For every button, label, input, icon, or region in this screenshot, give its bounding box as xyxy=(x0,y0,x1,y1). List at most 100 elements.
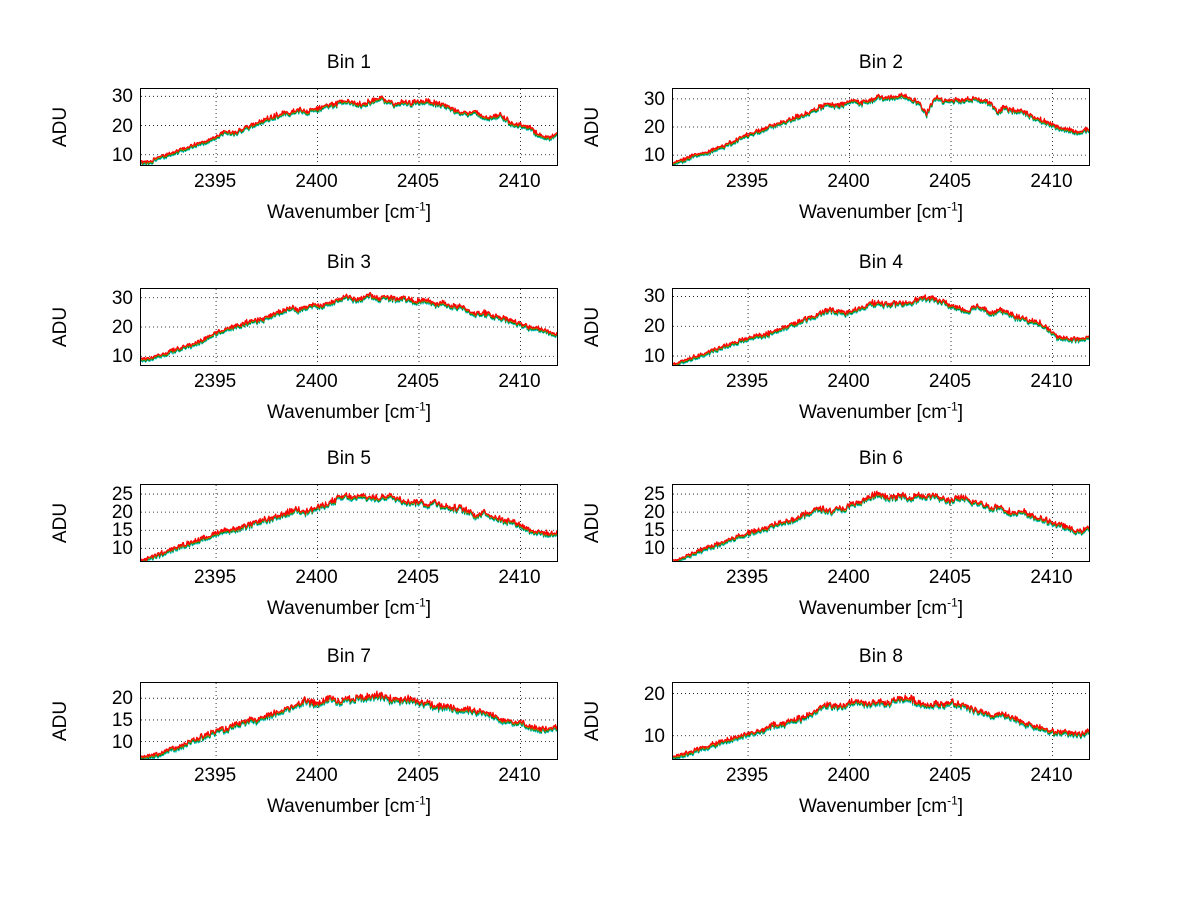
subplot-bin-6: Bin 6 10 15 20 25 ADU 2395 2400 2405 2410 Wavenumb… xyxy=(577,448,1125,636)
subplot-bin-4: Bin 4 10 20 30 ADU 2395 2400 2405 2410 Wavenumber… xyxy=(577,252,1125,440)
x-tick-label: 2405 xyxy=(928,171,972,192)
y-tick-label: 10 xyxy=(111,538,133,560)
x-tick-label: 2395 xyxy=(725,765,769,786)
series-line-green xyxy=(141,691,557,759)
x-axis-label-exponent: -1 xyxy=(415,399,426,414)
y-axis-label: ADU xyxy=(50,106,71,148)
x-tick-label: 2400 xyxy=(295,371,338,392)
grid-lines xyxy=(141,683,557,759)
series-line-cyan xyxy=(673,297,1089,365)
series-line-blue xyxy=(673,93,1089,165)
y-tick-label: 10 xyxy=(111,731,133,753)
y-tick-label: 30 xyxy=(643,286,665,308)
x-tick-label: 2400 xyxy=(827,567,870,588)
x-tick-label: 2405 xyxy=(396,371,440,392)
series-line-green xyxy=(673,296,1089,365)
y-tick-label: 15 xyxy=(111,520,133,542)
series-line-cyan xyxy=(141,294,557,363)
x-tick-label: 2400 xyxy=(827,765,870,786)
y-tick-label: 20 xyxy=(643,316,665,338)
y-tick-label: 15 xyxy=(111,709,133,731)
x-axis-label-bracket: ] xyxy=(425,598,432,619)
series-line-green xyxy=(673,492,1089,561)
grid-lines xyxy=(673,289,1089,365)
series-line-cyan xyxy=(678,493,1089,561)
x-axis-label-exponent: -1 xyxy=(947,399,958,414)
x-axis-label-bracket: ] xyxy=(957,796,964,817)
x-tick-label: 2395 xyxy=(725,567,769,588)
subplot-title: Bin 8 xyxy=(858,646,904,667)
subplot-title: Bin 4 xyxy=(858,252,904,273)
series-line-cyan xyxy=(673,697,1089,759)
y-tick-label: 25 xyxy=(111,484,133,506)
y-tick-label: 10 xyxy=(643,145,665,167)
x-axis-label: Wavenumber [cm-1] xyxy=(140,597,558,620)
x-tick-label: 2410 xyxy=(498,567,541,588)
y-tick-label: 10 xyxy=(111,346,133,368)
y-axis-label: ADU xyxy=(582,106,603,148)
x-tick-label: 2405 xyxy=(396,567,440,588)
plot-area xyxy=(672,682,1090,760)
series-line-olive xyxy=(141,690,557,759)
x-axis-label-bracket: ] xyxy=(425,202,432,223)
series-line-cyan xyxy=(144,494,557,561)
y-tick-label: 20 xyxy=(111,115,133,137)
y-tick-label: 10 xyxy=(111,144,133,166)
series-line-green xyxy=(673,93,1089,165)
subplot-bin-3: Bin 3 10 20 30 ADU 2395 2400 2405 2410 Wavenumber… xyxy=(45,252,593,440)
y-tick-label: 20 xyxy=(643,502,665,524)
x-axis-label-text: Wavenumber [cm xyxy=(798,202,948,223)
x-axis-label-text: Wavenumber [cm xyxy=(798,796,948,817)
y-axis-label: ADU xyxy=(50,700,71,742)
y-tick-label: 20 xyxy=(111,317,133,338)
grid-lines xyxy=(673,683,1089,759)
y-axis-label: ADU xyxy=(582,306,603,348)
series-line-olive xyxy=(141,492,557,561)
x-tick-label: 2400 xyxy=(827,171,870,192)
series-line-red xyxy=(141,95,557,164)
grid-lines xyxy=(673,89,1089,165)
y-tick-label: 10 xyxy=(643,346,665,368)
series-line-olive xyxy=(673,93,1089,165)
y-tick-label: 20 xyxy=(111,688,133,710)
subplot-title: Bin 7 xyxy=(326,646,372,667)
x-axis-label-exponent: -1 xyxy=(947,595,958,610)
x-tick-label: 2405 xyxy=(396,171,440,192)
subplot-bin-1: Bin 1 10 20 30 ADU 2395 2400 2405 2410 Wavenumber… xyxy=(45,52,593,240)
subplot-bin-5: Bin 5 10 15 20 25 ADU 2395 2400 2405 2410 Wavenumb… xyxy=(45,448,593,636)
x-tick-label: 2395 xyxy=(193,567,237,588)
y-axis-label: ADU xyxy=(50,306,71,348)
y-tick-label: 10 xyxy=(643,538,665,560)
subplot-title: Bin 1 xyxy=(326,52,372,73)
x-axis-label: Wavenumber [cm-1] xyxy=(672,201,1090,224)
x-axis-label: Wavenumber [cm-1] xyxy=(140,399,558,424)
y-tick-label: 20 xyxy=(111,502,133,524)
series-line-blue xyxy=(673,492,1089,561)
grid-lines xyxy=(141,89,557,165)
plot-area xyxy=(672,288,1090,366)
series-line-red xyxy=(141,492,557,561)
x-axis-label-bracket: ] xyxy=(425,402,432,423)
x-tick-label: 2400 xyxy=(295,171,338,192)
x-axis-label-bracket: ] xyxy=(425,796,432,817)
x-axis-label-text: Wavenumber [cm xyxy=(798,402,948,423)
series-line-red xyxy=(141,690,557,759)
series-line-blue xyxy=(141,493,557,561)
subplot-title: Bin 6 xyxy=(858,448,904,469)
y-tick-label: 10 xyxy=(643,725,665,747)
x-tick-label: 2410 xyxy=(1030,171,1073,192)
y-axis-label: ADU xyxy=(582,502,603,544)
x-tick-label: 2410 xyxy=(1030,371,1073,392)
x-axis-label-text: Wavenumber [cm xyxy=(266,598,416,619)
x-tick-label: 2395 xyxy=(725,371,769,392)
x-tick-label: 2410 xyxy=(1030,765,1073,786)
x-tick-label: 2400 xyxy=(827,371,870,392)
x-axis-label: Wavenumber [cm-1] xyxy=(672,795,1090,818)
y-tick-label: 25 xyxy=(643,484,665,506)
y-tick-label: 30 xyxy=(643,88,665,110)
x-tick-label: 2410 xyxy=(498,371,541,392)
series-line-olive xyxy=(141,96,557,165)
y-tick-label: 20 xyxy=(643,683,665,705)
x-axis-label-exponent: -1 xyxy=(415,793,426,808)
